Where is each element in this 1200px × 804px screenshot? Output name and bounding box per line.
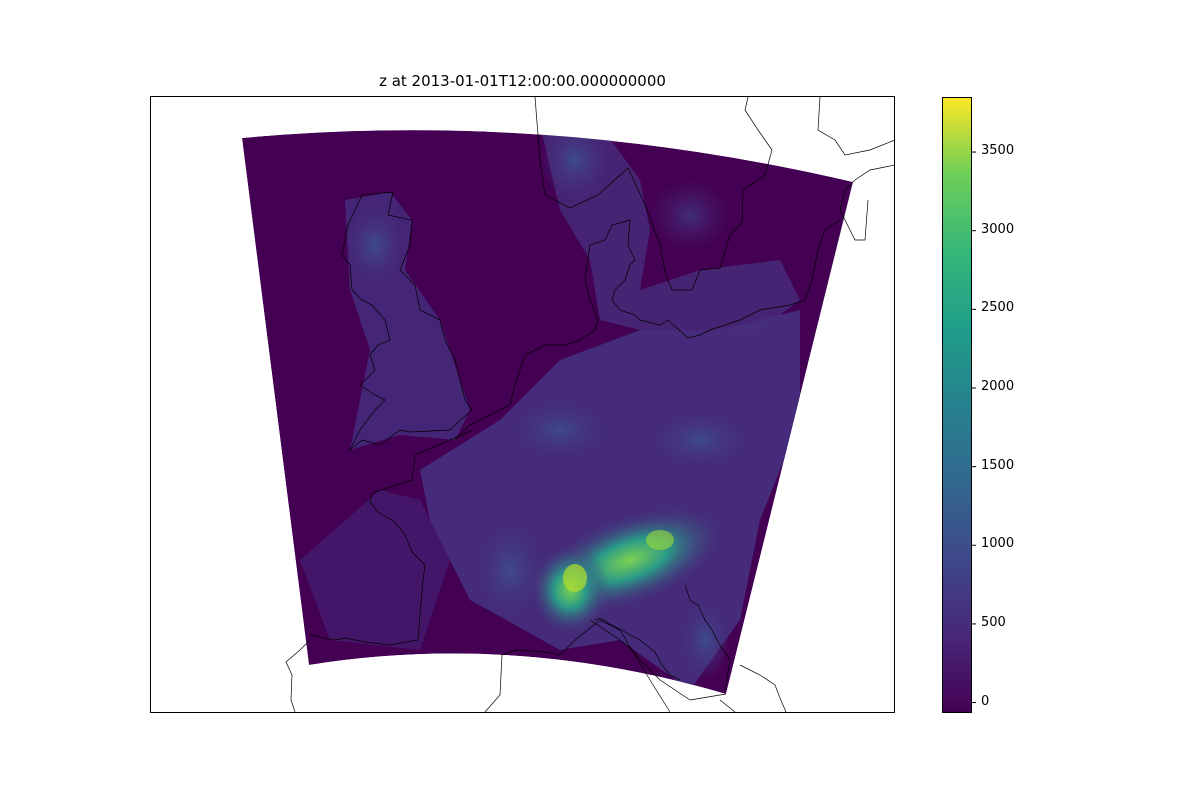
colorbar-tick-label: 2500 bbox=[981, 300, 1015, 316]
map-axes-frame bbox=[150, 96, 895, 713]
colorbar-tick-label: 2000 bbox=[981, 378, 1015, 394]
colorbar-frame bbox=[942, 97, 972, 713]
colorbar-tick-label: 0 bbox=[981, 693, 990, 709]
colorbar-tick-label: 3000 bbox=[981, 221, 1015, 237]
colorbar-gradient bbox=[942, 97, 971, 712]
coastlines bbox=[285, 96, 896, 713]
colorbar-tick-label: 3500 bbox=[981, 143, 1015, 159]
colorbar-tick-label: 1500 bbox=[981, 457, 1015, 473]
colorbar-ticks bbox=[971, 151, 976, 704]
elevation-field bbox=[242, 130, 853, 694]
colorbar-tick-label: 500 bbox=[981, 614, 1006, 630]
plot-title: z at 2013-01-01T12:00:00.000000000 bbox=[379, 72, 666, 90]
colorbar-tick-label: 1000 bbox=[981, 536, 1015, 552]
colorbar bbox=[942, 97, 976, 713]
